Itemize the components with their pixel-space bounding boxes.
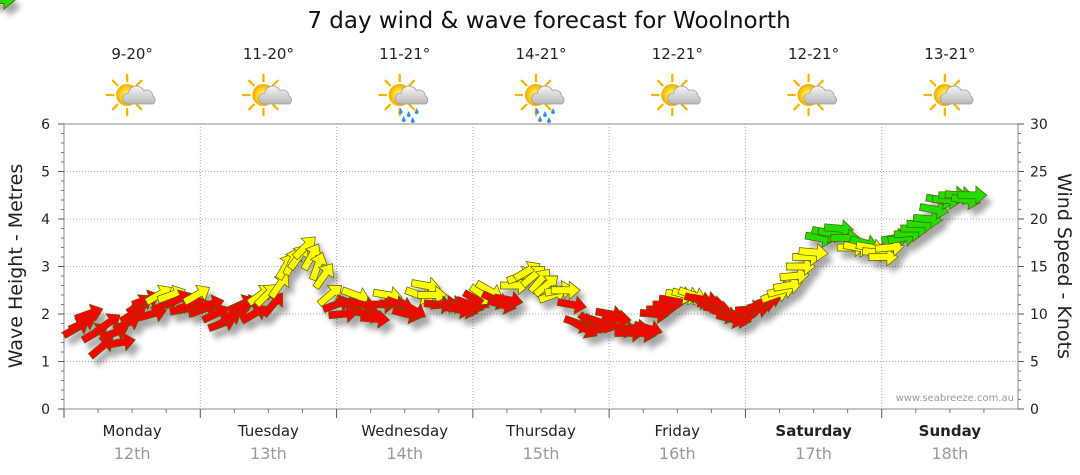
right-tick-label: 10 bbox=[1030, 307, 1048, 323]
day-date: 12th bbox=[114, 444, 151, 463]
wind-arrow bbox=[260, 292, 283, 318]
left-tick-label: 0 bbox=[41, 402, 50, 418]
x-axis: Monday 12th Tuesday 13th Wednesday 14th Thursd… bbox=[63, 409, 985, 463]
wind-arrow bbox=[918, 200, 950, 220]
wind-arrow bbox=[417, 285, 448, 305]
wind-arrow bbox=[105, 332, 136, 352]
wind-arrow bbox=[182, 284, 211, 306]
temp-range: 11-20° bbox=[243, 45, 294, 63]
left-tick-label: 1 bbox=[41, 355, 50, 371]
left-tick-label: 6 bbox=[41, 117, 50, 133]
wind-arrow bbox=[532, 275, 559, 298]
day-date: 15th bbox=[523, 444, 560, 463]
temp-range: 14-21° bbox=[515, 45, 566, 63]
right-tick-label: 25 bbox=[1030, 165, 1048, 181]
day-name: Monday bbox=[103, 422, 162, 440]
day-name: Tuesday bbox=[237, 422, 299, 440]
wind-arrow bbox=[328, 303, 359, 324]
wind-arrow bbox=[823, 219, 854, 239]
source-watermark: www.seabreeze.com.au bbox=[896, 393, 1014, 404]
wind-arrow bbox=[316, 285, 343, 308]
day-date: 13th bbox=[250, 444, 287, 463]
wind-arrow bbox=[312, 263, 334, 290]
partly-cloudy-icon bbox=[923, 73, 974, 117]
left-tick-label: 5 bbox=[41, 165, 50, 181]
wind-arrow bbox=[398, 298, 427, 320]
rain-drop bbox=[410, 117, 415, 123]
right-tick-label: 5 bbox=[1030, 355, 1039, 371]
right-tick-label: 20 bbox=[1030, 212, 1048, 228]
right-tick-label: 30 bbox=[1030, 117, 1048, 133]
wind-arrow bbox=[308, 251, 328, 282]
day-name: Sunday bbox=[919, 422, 982, 440]
left-axis-label: Wave Height - Metres bbox=[5, 164, 27, 368]
day-date: 18th bbox=[931, 444, 968, 463]
wind-arrow bbox=[550, 280, 581, 301]
temp-range: 9-20° bbox=[111, 45, 153, 63]
left-axis: 0 1 2 3 4 5 6 bbox=[41, 117, 64, 418]
rain-drop bbox=[398, 108, 403, 114]
rain-drop bbox=[535, 108, 539, 114]
wind-arrow bbox=[267, 272, 290, 300]
wind-arrow bbox=[300, 243, 322, 272]
chart-title: 7 day wind & wave forecast for Woolnorth bbox=[307, 8, 790, 34]
rain-drop bbox=[543, 111, 547, 117]
rain-drop bbox=[538, 116, 542, 122]
rain-drop bbox=[406, 111, 411, 117]
rain-drop bbox=[401, 116, 406, 122]
wind-arrow bbox=[957, 185, 988, 206]
partly-cloudy-icon bbox=[650, 73, 701, 117]
right-axis: 0 5 10 15 20 25 30 bbox=[1018, 117, 1048, 418]
right-axis-label: Wind Speed - Knots bbox=[1053, 173, 1075, 359]
left-tick-label: 2 bbox=[41, 307, 50, 323]
wind-arrows bbox=[0, 0, 988, 360]
temp-range: 12-21° bbox=[788, 45, 839, 63]
day-date: 17th bbox=[795, 444, 832, 463]
day-name: Thursday bbox=[505, 422, 576, 440]
wind-arrow bbox=[93, 313, 121, 335]
wind-arrow bbox=[359, 309, 391, 329]
day-name: Wednesday bbox=[361, 422, 448, 440]
wind-arrow bbox=[493, 290, 524, 311]
rain-drop bbox=[414, 108, 419, 114]
wind-arrow bbox=[772, 275, 803, 295]
wind-arrow bbox=[291, 236, 316, 261]
right-tick-label: 15 bbox=[1030, 260, 1048, 276]
wind-arrow bbox=[632, 319, 663, 339]
rain-drop bbox=[551, 108, 555, 114]
day-name: Friday bbox=[655, 422, 701, 440]
wind-arrow bbox=[0, 0, 16, 10]
day-date: 14th bbox=[386, 444, 423, 463]
left-tick-label: 4 bbox=[41, 212, 50, 228]
right-tick-label: 0 bbox=[1030, 402, 1039, 418]
temp-range: 12-21° bbox=[652, 45, 703, 63]
day-name: Saturday bbox=[775, 422, 852, 440]
showers-icon bbox=[514, 73, 565, 123]
partly-cloudy-icon bbox=[787, 73, 838, 117]
left-tick-label: 3 bbox=[41, 260, 50, 276]
wind-arrow bbox=[868, 247, 899, 267]
partly-cloudy-icon bbox=[105, 73, 156, 117]
wind-arrow bbox=[798, 242, 829, 263]
wind-arrow bbox=[912, 209, 943, 230]
wind-arrow bbox=[785, 256, 816, 277]
wind-arrow bbox=[779, 265, 810, 286]
partly-cloudy-icon bbox=[242, 73, 292, 117]
temp-range: 13-21° bbox=[924, 45, 975, 63]
wind-arrow bbox=[601, 309, 632, 329]
wind-arrow bbox=[556, 295, 587, 315]
weather-row: 9-20° 11-20° 11-21° 14-21° 12-21° 12-21° 13-21… bbox=[105, 45, 975, 123]
showers-icon bbox=[378, 73, 429, 123]
temp-range: 11-21° bbox=[379, 45, 430, 63]
rain-drop bbox=[547, 117, 551, 123]
day-date: 16th bbox=[659, 444, 696, 463]
wind-arrow bbox=[73, 303, 104, 323]
